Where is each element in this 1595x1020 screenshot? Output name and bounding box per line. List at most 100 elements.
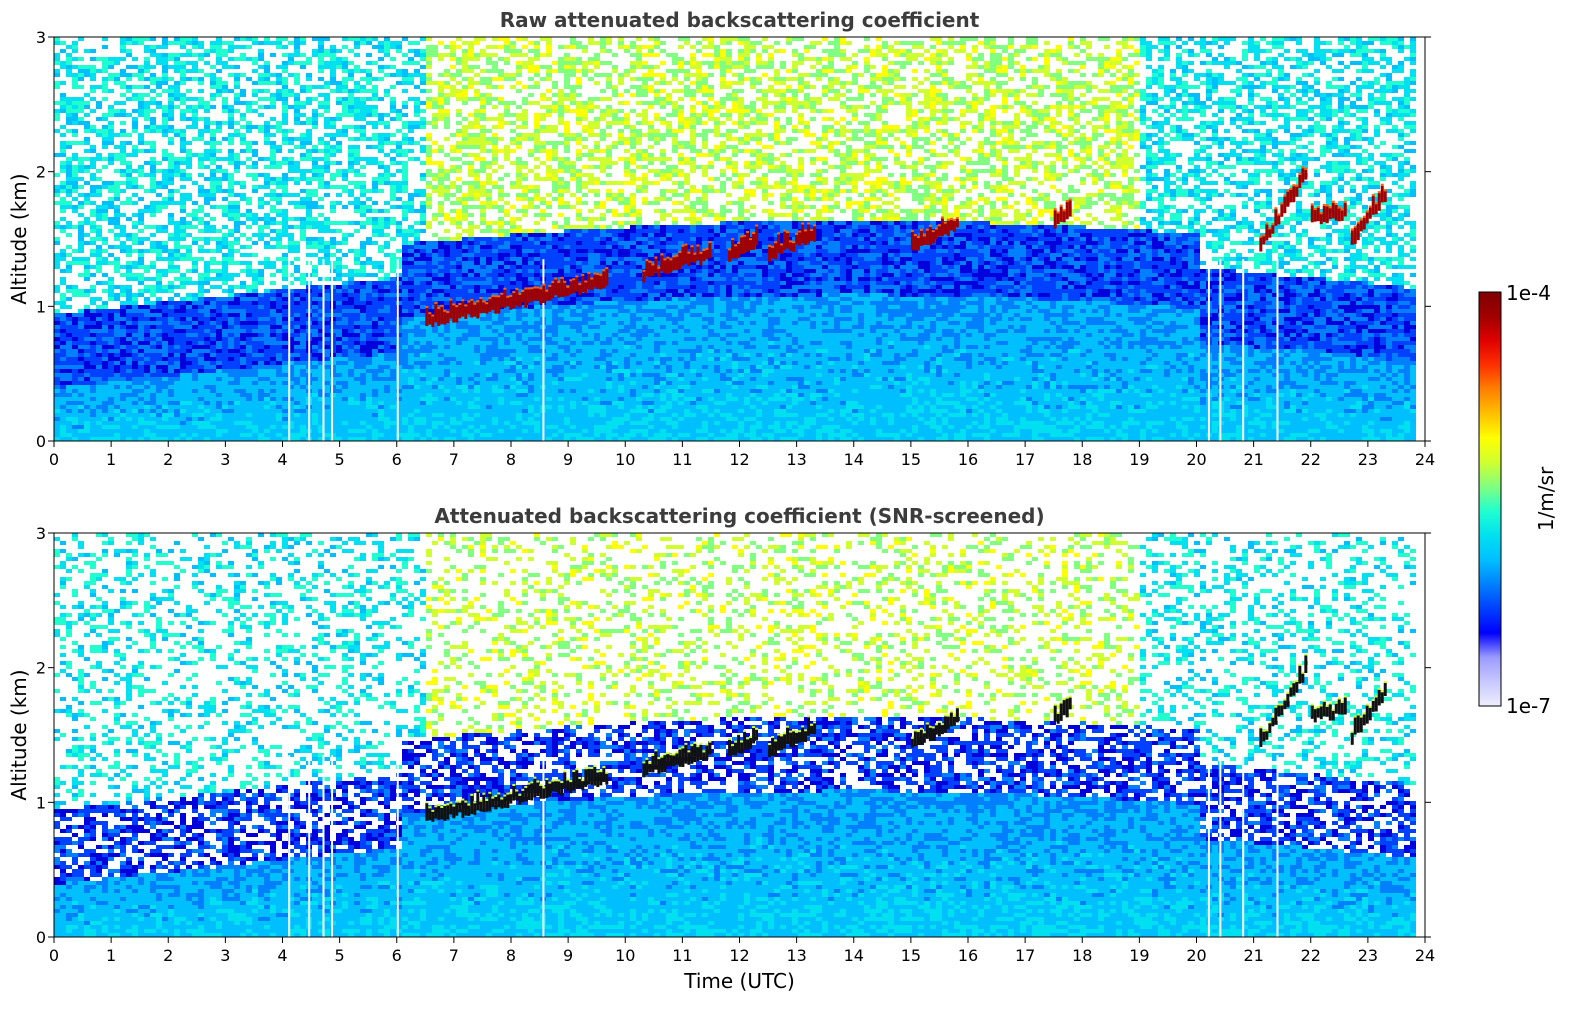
panel-raw: Raw attenuated backscattering coefficien… <box>7 8 1435 469</box>
cloud-cell <box>746 739 750 750</box>
x-tick-label: 4 <box>277 946 287 965</box>
cloud-cell <box>1377 193 1381 211</box>
cloud-cell <box>1295 681 1299 693</box>
cloud-cell <box>1059 206 1063 222</box>
cloud-cell <box>1353 227 1357 244</box>
cloud-cell <box>940 725 944 735</box>
x-tick-label: 21 <box>1243 450 1263 469</box>
cloud-cell <box>1331 710 1335 721</box>
cloud-cell <box>1383 191 1387 203</box>
cloud-cell <box>946 716 950 730</box>
cloud-cell <box>566 287 570 296</box>
cloud-cell <box>572 771 576 791</box>
cloud-cell <box>666 258 670 274</box>
cloud-cell <box>602 271 606 289</box>
cloud-cell <box>919 729 923 745</box>
heatmap-raw <box>54 37 1425 441</box>
x-tick-label: 4 <box>277 450 287 469</box>
cloud-cell <box>937 722 941 737</box>
cloud-cell <box>1292 186 1296 203</box>
y-axis-label-raw: Altitude (km) <box>7 173 31 304</box>
cloud-cell <box>768 745 772 758</box>
cloud-cell <box>1337 208 1341 222</box>
cloud-cell <box>596 772 600 788</box>
cloud-cell <box>728 250 732 262</box>
x-tick-label: 23 <box>1358 450 1378 469</box>
dropout-column <box>331 755 334 937</box>
cloud-cell <box>569 782 573 794</box>
cloud-cell <box>693 743 697 763</box>
cloud-cell <box>1271 225 1275 234</box>
cloud-cell <box>512 293 516 309</box>
cloud-cell <box>786 727 790 745</box>
dropout-column <box>1276 755 1279 937</box>
cloud-cell <box>804 731 808 742</box>
x-tick-label: 24 <box>1415 450 1435 469</box>
x-tick-label: 8 <box>506 450 516 469</box>
x-tick-label: 2 <box>163 946 173 965</box>
cloud-cell <box>798 232 802 246</box>
cloud-cell <box>1343 202 1347 217</box>
cloud-cell <box>934 725 938 735</box>
cloud-cell <box>1374 697 1378 712</box>
x-tick-label: 22 <box>1301 450 1321 469</box>
cloud-cell <box>476 791 480 811</box>
cloud-cell <box>1368 707 1372 721</box>
cloud-cell <box>1316 207 1320 222</box>
cloud-cell <box>728 739 732 757</box>
cloud-cell <box>660 757 664 773</box>
cloud-cell <box>672 257 676 271</box>
cloud-cell <box>515 289 519 306</box>
cloud-cell <box>509 794 513 804</box>
cloud-cell <box>740 237 744 255</box>
cloud-cell <box>569 281 573 294</box>
cloud-cell <box>494 796 498 810</box>
cloud-cell <box>943 223 947 235</box>
cloud-cell <box>702 752 706 761</box>
cloud-cell <box>1325 706 1329 717</box>
cloud-cell <box>470 300 474 318</box>
cloud-cell <box>464 802 468 816</box>
cloud-cell <box>458 305 462 319</box>
cloud-cell <box>737 735 741 753</box>
cloud-cell <box>931 232 935 244</box>
cloud-cell <box>810 231 814 242</box>
cloud-cell <box>578 779 582 789</box>
cloud-cell <box>955 708 959 723</box>
cloud-cell <box>524 787 528 802</box>
cloud-cell <box>551 781 555 792</box>
x-tick-label: 7 <box>449 450 459 469</box>
cloud-cell <box>584 769 588 787</box>
cloud-cell <box>1053 210 1057 229</box>
cloud-cell <box>1286 693 1290 708</box>
cloud-cell <box>807 717 811 736</box>
cloud-cell <box>780 736 784 751</box>
cloud-cell <box>669 260 673 273</box>
cloud-cell <box>1059 703 1063 721</box>
cloud-cell <box>437 806 441 820</box>
cloud-cell <box>928 226 932 246</box>
cloud-cell <box>731 240 735 259</box>
cloud-cell <box>1271 717 1275 727</box>
cloud-cell <box>500 799 504 809</box>
cloud-cell <box>575 770 579 789</box>
cloud-cell <box>551 283 555 299</box>
cloud-cell <box>666 754 670 767</box>
cloud-cell <box>783 734 787 749</box>
cloud-cell <box>461 301 465 317</box>
cloud-cell <box>1340 702 1344 715</box>
cloud-cell <box>645 759 649 776</box>
y-tick-label: 0 <box>36 928 46 947</box>
cloud-cell <box>1062 211 1066 223</box>
heatmap-screened <box>54 533 1425 937</box>
cloud-cell <box>746 232 750 252</box>
x-tick-label: 7 <box>449 946 459 965</box>
cloud-cell <box>734 246 738 259</box>
x-axis-ticks-screened: 0 1 2 3 4 5 6 7 8 9 10 11 12 13 14 15 16 17 18 19 20 21 22 23 24 <box>49 937 1435 965</box>
x-tick-label: 17 <box>1015 946 1035 965</box>
cloud-cell <box>605 773 609 785</box>
y-tick-label: 3 <box>36 28 46 47</box>
cloud-cell <box>470 795 474 815</box>
cloud-cell <box>1353 717 1357 735</box>
colorbar: 1e-4 1e-7 1/m/sr <box>1478 281 1558 718</box>
